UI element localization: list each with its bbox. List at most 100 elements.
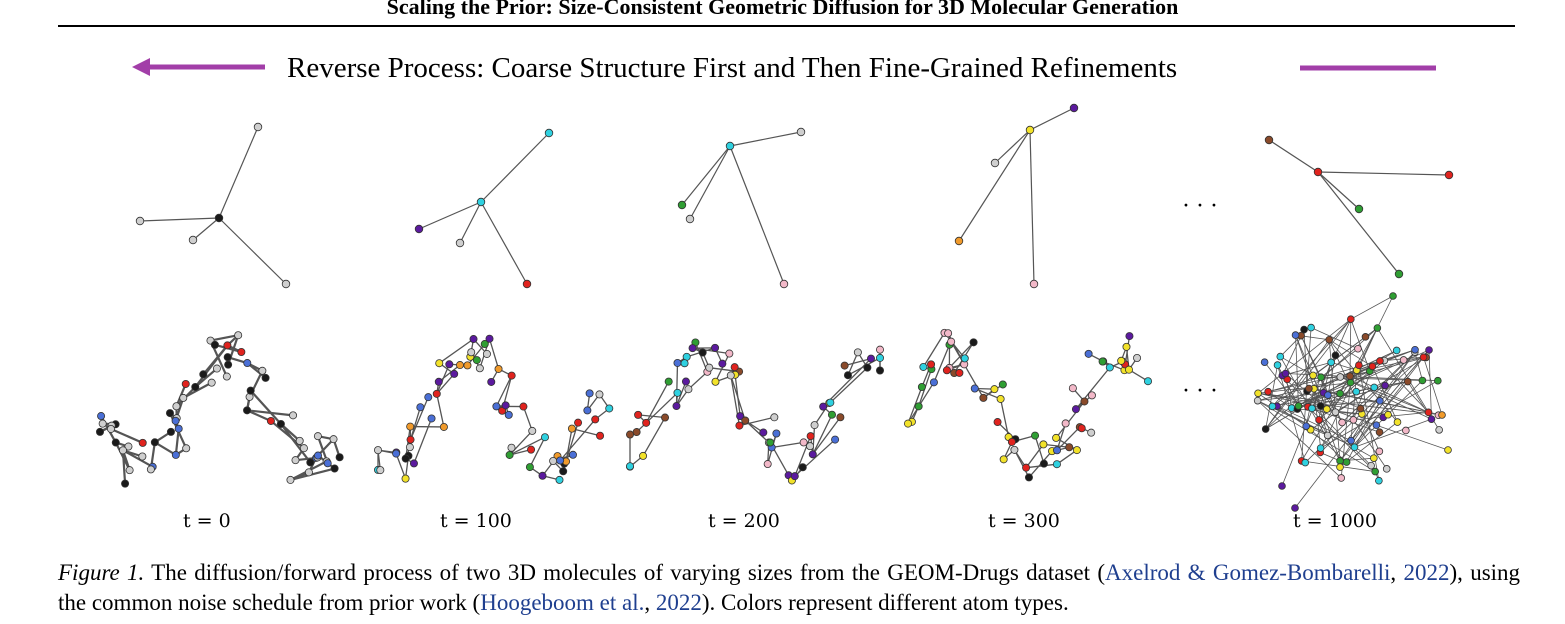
atom <box>954 236 964 246</box>
atom <box>919 362 928 371</box>
atom <box>1098 357 1107 366</box>
atom <box>1370 454 1378 462</box>
atom <box>1261 425 1270 433</box>
atom <box>1349 416 1358 424</box>
atom <box>181 379 190 388</box>
atom <box>819 402 828 411</box>
bond <box>1258 382 1351 394</box>
bond <box>1339 421 1398 468</box>
atom <box>639 451 648 460</box>
atom <box>626 462 635 471</box>
atom <box>996 394 1005 403</box>
atom <box>373 446 382 455</box>
bond <box>1330 361 1357 371</box>
citation-hoogeboom[interactable]: Hoogeboom et al. <box>480 590 645 615</box>
atom <box>199 370 208 379</box>
atom <box>681 377 690 386</box>
atom <box>1300 325 1308 334</box>
bond <box>202 344 229 376</box>
atom <box>725 349 734 358</box>
atom <box>1392 346 1401 355</box>
atom <box>759 428 768 437</box>
atom <box>763 460 772 469</box>
bond <box>438 338 474 364</box>
atom <box>806 432 815 441</box>
atom <box>1367 461 1375 470</box>
atom <box>1372 421 1381 429</box>
atom <box>1309 371 1317 380</box>
atom <box>1354 344 1362 353</box>
atom <box>1384 410 1392 419</box>
atom <box>406 422 415 431</box>
atom <box>1393 418 1402 426</box>
bond <box>1276 405 1352 441</box>
atom <box>1061 419 1070 428</box>
atom <box>1007 437 1016 446</box>
bond <box>1317 171 1360 210</box>
atom <box>1144 377 1153 386</box>
atom <box>1361 333 1370 341</box>
bond <box>1056 426 1081 451</box>
atom <box>472 356 481 365</box>
citation-hoogeboom-year[interactable]: 2022 <box>655 590 702 615</box>
citation-axelrod-year[interactable]: 2022 <box>1403 560 1450 585</box>
atom <box>595 390 604 399</box>
bond <box>154 441 177 456</box>
bond <box>1349 319 1352 377</box>
bond <box>1282 361 1332 376</box>
atom <box>555 475 564 484</box>
atom <box>960 354 969 363</box>
atom <box>1039 440 1048 449</box>
bond <box>1043 443 1070 448</box>
atom <box>1381 381 1389 390</box>
atom <box>1069 103 1079 113</box>
atom <box>416 403 425 412</box>
atom <box>927 360 936 369</box>
atom <box>798 463 807 472</box>
atom <box>568 450 577 459</box>
bond <box>1272 318 1352 407</box>
atom <box>1065 443 1074 452</box>
bond <box>687 371 708 390</box>
atom <box>1425 346 1433 354</box>
bond <box>495 375 513 407</box>
atom <box>414 224 424 234</box>
atom <box>1302 422 1310 430</box>
bond <box>488 338 500 370</box>
atom <box>680 359 689 368</box>
bond <box>689 145 731 220</box>
atom <box>224 360 233 369</box>
bond <box>1268 139 1319 173</box>
atom <box>1010 445 1019 454</box>
atom <box>1122 342 1131 351</box>
atom <box>1291 331 1300 339</box>
bond <box>829 367 868 404</box>
atom <box>1336 373 1345 381</box>
atom <box>1305 384 1313 393</box>
atom <box>376 466 385 475</box>
atom <box>591 415 600 424</box>
running-header: Scaling the Prior: Size-Consistent Geome… <box>386 0 1179 19</box>
atom <box>1394 269 1404 279</box>
atom <box>1336 457 1344 465</box>
atom <box>179 393 188 402</box>
atom <box>1356 404 1365 413</box>
bond <box>844 357 872 367</box>
bond <box>933 344 951 383</box>
atom <box>596 431 605 440</box>
atom <box>1077 424 1086 433</box>
atom <box>705 363 714 372</box>
atom <box>1347 315 1355 323</box>
atom <box>401 454 410 463</box>
atom <box>463 361 472 370</box>
bond <box>1328 339 1373 367</box>
atom <box>1371 467 1379 476</box>
atom <box>942 366 951 375</box>
banner-text: Reverse Process: Coarse Structure First … <box>287 52 1178 84</box>
bond <box>1303 329 1308 392</box>
citation-axelrod[interactable]: Axelrod & Gomez-Bombarelli <box>1105 560 1391 585</box>
atom <box>253 122 263 132</box>
atom <box>863 363 872 372</box>
atom <box>482 349 491 358</box>
bond <box>246 409 272 422</box>
